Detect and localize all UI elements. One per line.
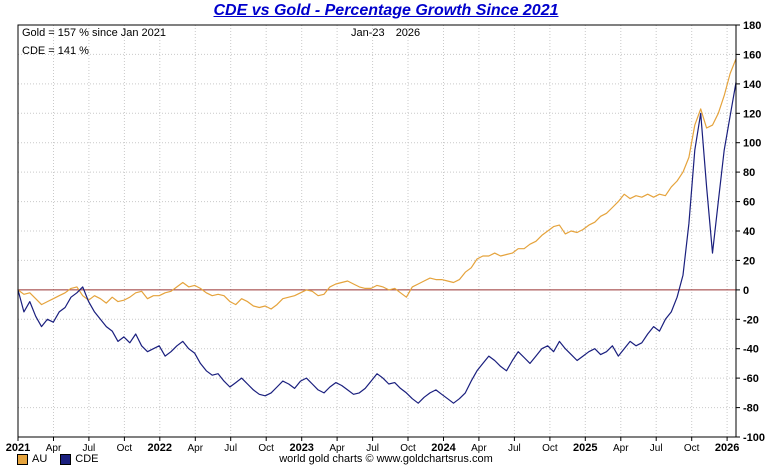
x-tick-label: Apr	[46, 443, 62, 454]
x-tick-label: 2024	[431, 442, 456, 454]
x-tick-label: Jul	[366, 443, 379, 454]
x-tick-label: Jul	[508, 443, 521, 454]
gold-growth-annotation: Gold = 157 % since Jan 2021	[22, 27, 167, 39]
x-tick-label: Apr	[613, 443, 629, 454]
y-tick-label: 20	[743, 255, 755, 267]
y-tick-label: -60	[743, 373, 759, 385]
page-title: CDE vs Gold - Percentage Growth Since 20…	[213, 2, 559, 19]
x-tick-label: Jul	[650, 443, 663, 454]
x-tick-label: 2021	[6, 442, 30, 454]
y-tick-label: -20	[743, 314, 759, 326]
plot-border	[17, 24, 737, 438]
y-tick-label: -40	[743, 344, 759, 356]
x-tick-label: 2022	[148, 442, 172, 454]
cde-growth-annotation: CDE = 141 %	[22, 45, 89, 57]
legend: AU CDE	[17, 453, 99, 465]
au-legend-label: AU	[32, 453, 48, 465]
y-tick-label: 0	[743, 285, 749, 297]
x-tick-label: Oct	[684, 443, 700, 454]
y-tick-label: 100	[743, 138, 761, 150]
x-tick-label: Oct	[258, 443, 274, 454]
y-tick-label: 40	[743, 226, 755, 238]
legend-item-au: AU	[17, 453, 47, 465]
x-tick-label: Apr	[471, 443, 487, 454]
cde-legend-label: CDE	[75, 453, 99, 465]
y-tick-label: 180	[743, 20, 761, 32]
axis-labels: -100 -80 -60 -40 -20 0 20 40 60 80 100 120 140 160 180…	[6, 20, 765, 454]
x-tick-label: 2026	[715, 442, 739, 454]
au-series-line	[17, 58, 737, 310]
cde-series-line	[17, 81, 737, 404]
x-tick-label: 2025	[573, 442, 597, 454]
x-tick-label: Jul	[83, 443, 96, 454]
date-readout: Jan-23 2026	[351, 27, 421, 39]
x-tick-label: Oct	[542, 443, 558, 454]
au-legend-swatch	[17, 453, 28, 465]
axis-ticks	[17, 24, 740, 441]
legend-item-cde: CDE	[60, 453, 99, 465]
y-tick-label: 60	[743, 197, 755, 209]
y-tick-label: -100	[743, 432, 765, 444]
y-tick-label: 120	[743, 108, 761, 120]
x-tick-label: Apr	[329, 443, 345, 454]
y-tick-label: 80	[743, 167, 755, 179]
x-tick-label: Oct	[117, 443, 133, 454]
y-tick-label: -80	[743, 403, 759, 415]
y-tick-label: 160	[743, 49, 761, 61]
x-tick-label: 2023	[289, 442, 313, 454]
footer-credit: world gold charts © www.goldchartsrus.co…	[279, 453, 493, 465]
x-tick-label: Oct	[400, 443, 416, 454]
x-tick-label: Apr	[188, 443, 204, 454]
x-tick-label: Jul	[224, 443, 237, 454]
cde-legend-swatch	[60, 453, 72, 465]
y-tick-label: 140	[743, 79, 761, 91]
gridlines	[18, 24, 736, 438]
